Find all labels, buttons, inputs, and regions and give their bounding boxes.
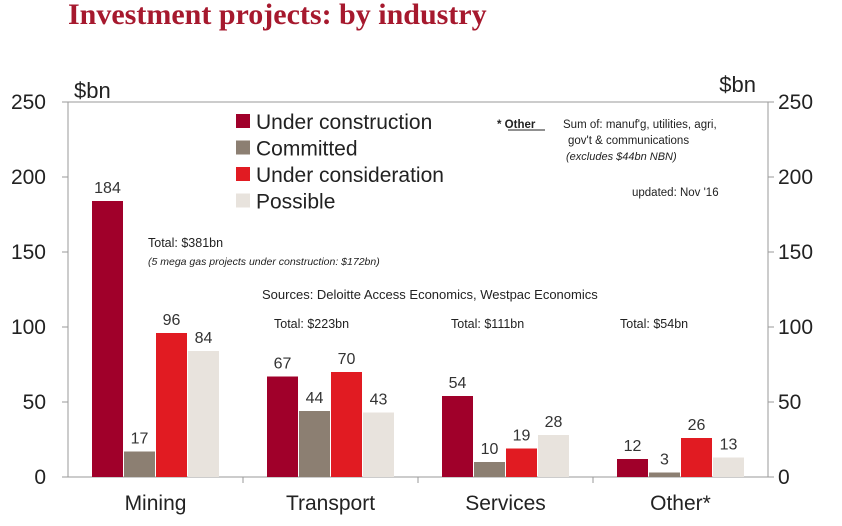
y-tick-label-left: 150 — [11, 241, 46, 264]
bar — [681, 438, 712, 477]
bar — [538, 435, 569, 477]
bar-value-label: 28 — [545, 414, 563, 431]
y-tick-label-right: 100 — [778, 316, 813, 339]
mining-total: Total: $381bn — [148, 236, 223, 250]
bar-value-label: 13 — [720, 437, 738, 454]
x-category-label: Mining — [125, 492, 187, 515]
bar-value-label: 19 — [513, 428, 531, 445]
other-definition-line-2: gov't & communications — [568, 135, 689, 147]
y-tick-label-right: 200 — [778, 166, 813, 189]
y-tick-label-right: 150 — [778, 241, 813, 264]
y-axis-ticks: 0 0 50 50 100 100 150 150 200 200 250 250 — [11, 91, 813, 489]
legend-swatch — [236, 167, 250, 181]
y-tick-label-left: 50 — [23, 391, 46, 414]
y-axis-unit-right: $bn — [719, 72, 756, 97]
bar — [188, 351, 219, 477]
legend-label: Under construction — [256, 111, 432, 134]
x-axis-labels: Mining Transport Services Other* — [125, 477, 711, 515]
bar — [124, 451, 155, 477]
bar-value-label: 44 — [306, 390, 324, 407]
bar — [442, 396, 473, 477]
services-total: Total: $111bn — [451, 317, 524, 331]
y-tick-label-left: 200 — [11, 166, 46, 189]
bar — [363, 412, 394, 477]
bar-value-label: 43 — [370, 392, 388, 409]
legend-swatch — [236, 114, 250, 128]
bar-value-label: 84 — [195, 330, 213, 347]
bar — [299, 411, 330, 477]
bar — [506, 448, 537, 477]
y-tick-label-right: 50 — [778, 391, 801, 414]
y-tick-label-left: 100 — [11, 316, 46, 339]
bar — [474, 462, 505, 477]
bar-value-label: 184 — [94, 180, 121, 197]
y-tick-label-right: 0 — [778, 466, 790, 489]
legend-label: Possible — [256, 191, 335, 214]
bar — [267, 376, 298, 477]
bar — [92, 201, 123, 477]
x-category-label: Other* — [650, 492, 711, 515]
updated-note: updated: Nov '16 — [632, 187, 719, 199]
bar-value-label: 70 — [338, 351, 356, 368]
y-tick-label-right: 250 — [778, 91, 813, 114]
other-definition-line-3: (excludes $44bn NBN) — [566, 151, 677, 163]
legend-swatch — [236, 193, 250, 208]
y-tick-label-left: 250 — [11, 91, 46, 114]
bar-value-label: 10 — [481, 441, 499, 458]
transport-total: Total: $223bn — [274, 317, 349, 331]
legend: Under construction Committed Under conside… — [236, 111, 444, 214]
other-total: Total: $54bn — [620, 317, 688, 331]
bar — [713, 457, 744, 477]
bar-value-label: 96 — [163, 312, 181, 329]
bar — [617, 459, 648, 477]
bar — [156, 333, 187, 477]
x-category-label: Services — [465, 492, 546, 515]
legend-label: Under consideration — [256, 164, 444, 187]
bar-value-label: 26 — [688, 417, 706, 434]
other-definition-line-1: Sum of: manuf'g, utilities, agri, — [563, 119, 717, 131]
bar-value-label: 54 — [449, 375, 467, 392]
mining-mega-gas-note: (5 mega gas projects under construction:… — [148, 256, 380, 268]
legend-swatch — [236, 140, 250, 155]
other-key-label: * Other — [497, 119, 536, 131]
bar-value-label: 67 — [274, 356, 292, 373]
bar-value-label: 12 — [624, 438, 642, 455]
bar — [331, 372, 362, 477]
legend-label: Committed — [256, 138, 358, 161]
bar-series: 184 17 96 84 67 44 70 43 54 10 19 28 12 3 26 13 — [92, 180, 744, 477]
bar-value-label: 3 — [660, 452, 669, 469]
y-tick-label-left: 0 — [34, 466, 46, 489]
y-axis-unit-left: $bn — [74, 78, 111, 103]
bar — [649, 472, 680, 477]
chart-title: Investment projects: by industry — [68, 0, 487, 31]
bar-value-label: 17 — [131, 431, 149, 448]
sources-note: Sources: Deloitte Access Economics, West… — [262, 287, 598, 302]
x-category-label: Transport — [286, 492, 375, 515]
